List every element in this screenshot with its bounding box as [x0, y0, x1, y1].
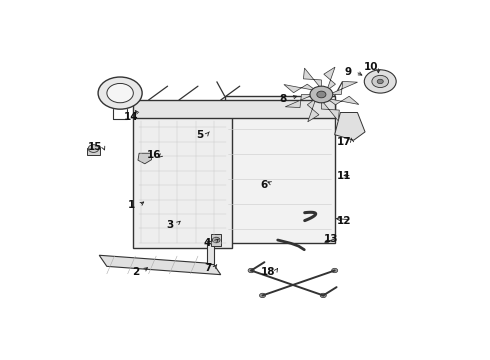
Bar	[207, 242, 214, 264]
Text: 17: 17	[337, 136, 351, 147]
Circle shape	[107, 84, 133, 103]
Text: 3: 3	[166, 220, 173, 230]
Polygon shape	[335, 112, 365, 140]
Polygon shape	[329, 81, 358, 94]
Text: 15: 15	[88, 142, 103, 152]
Bar	[224, 96, 335, 243]
Circle shape	[320, 293, 326, 298]
Text: 6: 6	[261, 180, 268, 190]
Polygon shape	[138, 153, 151, 164]
Text: 10: 10	[364, 62, 378, 72]
Circle shape	[260, 293, 266, 298]
Text: 16: 16	[147, 150, 162, 161]
Circle shape	[364, 70, 396, 93]
Text: 11: 11	[337, 171, 351, 181]
Polygon shape	[285, 94, 314, 108]
Text: 13: 13	[323, 234, 338, 244]
Polygon shape	[327, 96, 359, 105]
Circle shape	[98, 77, 142, 109]
Polygon shape	[303, 68, 321, 89]
Text: 7: 7	[204, 263, 211, 273]
Circle shape	[332, 268, 338, 273]
Text: 5: 5	[196, 130, 203, 140]
Bar	[133, 115, 232, 248]
Circle shape	[88, 145, 99, 152]
Polygon shape	[284, 84, 316, 93]
Circle shape	[372, 75, 389, 87]
Text: 9: 9	[344, 67, 351, 77]
Circle shape	[377, 79, 383, 84]
Text: 14: 14	[124, 112, 139, 122]
Polygon shape	[307, 98, 319, 122]
Bar	[211, 234, 220, 246]
Polygon shape	[324, 67, 336, 91]
Bar	[87, 148, 100, 156]
Polygon shape	[321, 100, 339, 121]
Text: 12: 12	[337, 216, 351, 226]
Text: 8: 8	[280, 94, 287, 104]
Circle shape	[310, 86, 333, 103]
Text: 18: 18	[261, 267, 275, 277]
Bar	[133, 100, 335, 118]
Circle shape	[248, 268, 254, 273]
Circle shape	[212, 237, 220, 243]
Polygon shape	[99, 255, 220, 275]
Circle shape	[317, 91, 326, 98]
Text: 4: 4	[204, 238, 211, 248]
Text: 2: 2	[132, 267, 139, 277]
Text: 1: 1	[128, 201, 135, 210]
